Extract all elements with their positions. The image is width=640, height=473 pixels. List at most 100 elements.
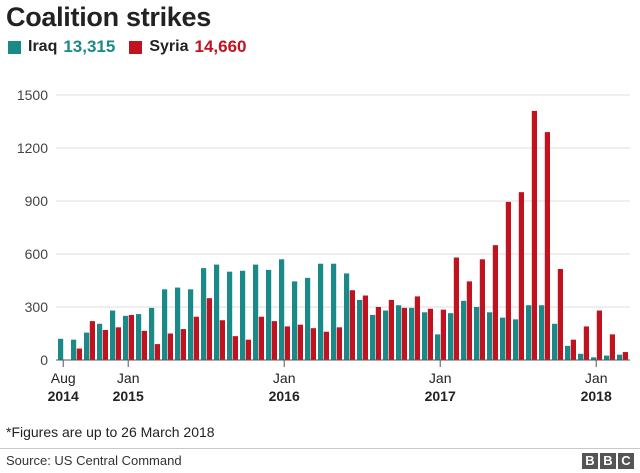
y-tick-label: 300 <box>25 299 49 315</box>
bbc-logo-letter: B <box>600 453 616 469</box>
bar-syria <box>102 329 108 360</box>
bar-syria <box>401 307 407 360</box>
y-tick-label: 0 <box>40 352 48 368</box>
bar-syria <box>271 321 277 360</box>
bar-iraq <box>162 289 168 360</box>
bar-syria <box>388 299 394 360</box>
bar-syria <box>349 290 355 360</box>
bar-syria <box>141 330 147 360</box>
bar-syria <box>180 329 186 360</box>
bar-iraq <box>136 314 142 360</box>
bar-syria <box>440 309 446 360</box>
bar-syria <box>609 334 615 360</box>
bar-iraq <box>370 314 376 360</box>
bar-iraq <box>591 357 597 360</box>
bar-syria <box>427 308 433 360</box>
source-text: Source: US Central Command <box>6 453 182 468</box>
bar-iraq <box>123 315 129 360</box>
bar-iraq <box>110 310 116 360</box>
bar-syria <box>362 295 368 360</box>
legend: Iraq 13,315 Syria 14,660 <box>8 37 260 57</box>
bar-iraq <box>396 305 402 360</box>
bar-iraq <box>175 287 181 360</box>
x-tick-label-month: Jan <box>117 370 140 386</box>
x-tick-label-year: 2016 <box>269 388 300 404</box>
bar-syria <box>479 259 485 360</box>
legend-total-iraq: 13,315 <box>63 37 116 56</box>
bar-iraq <box>539 305 545 360</box>
footnote: *Figures are up to 26 March 2018 <box>6 424 215 440</box>
bar-iraq <box>344 273 350 360</box>
bar-syria <box>518 192 524 360</box>
bar-syria <box>154 344 160 360</box>
bar-syria <box>245 339 251 360</box>
bar-iraq <box>201 268 207 360</box>
bar-syria <box>258 316 264 360</box>
bar-syria <box>557 269 563 360</box>
bar-iraq <box>383 310 389 360</box>
bar-iraq <box>292 281 298 360</box>
y-tick-label: 900 <box>25 193 49 209</box>
bar-iraq <box>357 299 363 360</box>
y-tick-label: 1500 <box>17 87 48 103</box>
bbc-logo-letter: B <box>582 453 598 469</box>
footer-divider <box>0 448 640 449</box>
bar-syria <box>297 324 303 360</box>
bar-syria <box>115 327 121 360</box>
bar-iraq <box>227 271 233 360</box>
legend-total-syria: 14,660 <box>194 37 247 56</box>
bar-iraq <box>253 264 259 360</box>
bar-syria <box>76 348 82 360</box>
bbc-logo-letter: C <box>618 453 634 469</box>
x-tick-label-month: Jan <box>429 370 452 386</box>
bar-syria <box>323 331 329 360</box>
bar-syria <box>622 352 628 360</box>
x-tick-label-year: 2018 <box>581 388 612 404</box>
bar-iraq <box>149 307 155 360</box>
chart-title: Coalition strikes <box>6 2 211 32</box>
bar-iraq <box>487 312 493 360</box>
y-tick-label: 1200 <box>17 140 48 156</box>
bar-iraq <box>266 269 272 360</box>
x-tick-label-month: Aug <box>51 370 76 386</box>
bar-iraq <box>188 289 194 360</box>
bar-iraq <box>578 353 584 360</box>
bar-iraq <box>435 334 441 360</box>
bar-syria <box>492 245 498 360</box>
bar-iraq <box>240 270 246 360</box>
bar-iraq <box>565 345 571 360</box>
bar-syria <box>336 327 342 360</box>
bar-iraq <box>58 338 64 360</box>
legend-item-syria: Syria 14,660 <box>129 37 246 57</box>
y-tick-label: 600 <box>25 246 49 262</box>
bar-syria <box>505 201 511 360</box>
x-tick-label-year: 2017 <box>425 388 456 404</box>
bar-syria <box>219 320 225 360</box>
bbc-logo: B B C <box>580 453 634 469</box>
bar-syria <box>310 328 316 360</box>
legend-item-iraq: Iraq 13,315 <box>8 37 115 57</box>
bar-iraq <box>318 263 324 360</box>
bar-syria <box>570 339 576 360</box>
bar-iraq <box>71 339 77 360</box>
x-tick-label-month: Jan <box>585 370 608 386</box>
bar-syria <box>596 310 602 360</box>
bar-iraq <box>500 317 506 360</box>
bar-syria <box>531 110 537 361</box>
legend-swatch-syria <box>129 40 143 54</box>
legend-swatch-iraq <box>8 40 21 54</box>
bar-iraq <box>474 307 480 360</box>
bar-chart: 0 300 600 900 1200 1500 Aug 2014 Jan 2015 Jan 2016 J… <box>17 87 630 404</box>
bar-iraq <box>526 305 532 360</box>
bar-iraq <box>513 319 519 360</box>
bar-iraq <box>331 263 337 360</box>
bar-iraq <box>422 312 428 360</box>
bar-iraq <box>84 332 90 360</box>
bar-iraq <box>448 313 454 360</box>
bar-syria <box>414 296 420 360</box>
bar-syria <box>466 281 472 360</box>
bar-syria <box>232 336 238 360</box>
bar-syria <box>583 326 589 360</box>
legend-label-iraq: Iraq <box>28 38 58 55</box>
bar-iraq <box>409 307 415 360</box>
